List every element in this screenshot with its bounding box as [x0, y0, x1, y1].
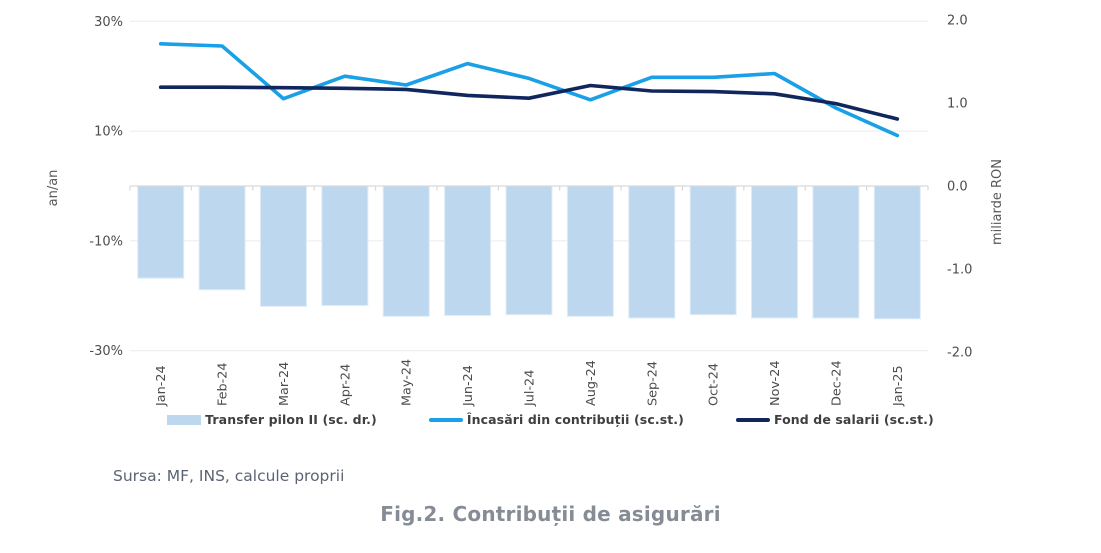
legend-label: Fond de salarii (sc.st.) [773, 412, 934, 427]
bar-transfer-pilon [137, 185, 185, 279]
category-label: Jan-25 [891, 365, 906, 407]
category-label: Feb-24 [216, 362, 231, 406]
right-axis-tick-label: -1.0 [947, 263, 972, 278]
figure-title: Fig.2. Contribuții de asigurări [380, 502, 721, 526]
line-incasari-contributii [158, 41, 900, 138]
bar-transfer-pilon [259, 185, 307, 307]
legend-item: Încasări din contribuții (sc.st.) [428, 412, 684, 427]
bar-transfer-pilon [628, 185, 676, 319]
bar-transfer-pilon [444, 185, 492, 316]
category-label: Jan-24 [154, 365, 169, 407]
right-axis-title: miliarde RON [990, 159, 1005, 245]
line-fond-salarii [158, 83, 900, 121]
category-label: Jul-24 [523, 370, 538, 407]
bar-transfer-pilon [505, 185, 553, 316]
bar-transfer-pilon [198, 185, 246, 291]
bar-transfer-pilon [873, 185, 921, 320]
category-label: Mar-24 [277, 362, 292, 406]
category-label: Jun-24 [461, 365, 476, 407]
bar-transfer-pilon [751, 185, 799, 319]
category-label: Sep-24 [645, 361, 660, 406]
legend-label: Transfer pilon II (sc. dr.) [205, 412, 377, 427]
combo-chart: 30% 10% -10% -30% 2.0 1.0 0.0 -1.0 -2.0 an/an mili… [46, 14, 1005, 408]
bar-transfer-pilon [566, 185, 614, 317]
legend-item: Transfer pilon II (sc. dr.) [167, 412, 377, 427]
bar-transfer-pilon [689, 185, 737, 316]
legend-line-swatch-icon [428, 417, 463, 422]
category-label: May-24 [400, 359, 415, 406]
bar-transfer-pilon [321, 185, 369, 307]
category-label: Dec-24 [829, 360, 844, 406]
chart-legend: Transfer pilon II (sc. dr.) Încasări din … [0, 412, 1101, 427]
legend-item: Fond de salarii (sc.st.) [735, 412, 934, 427]
legend-bar-swatch-icon [167, 414, 202, 425]
left-axis-tick-label: -10% [89, 234, 123, 249]
right-axis-tick-label: 0.0 [947, 180, 968, 195]
category-label: Aug-24 [584, 360, 599, 406]
left-axis-tick-label: 10% [94, 125, 123, 140]
legend-line-swatch-icon [735, 417, 770, 422]
category-label: Apr-24 [338, 364, 353, 406]
category-label: Oct-24 [707, 363, 722, 406]
left-axis-tick-label: 30% [94, 15, 123, 30]
right-axis-tick-label: 2.0 [947, 14, 968, 29]
right-axis-tick-label: 1.0 [947, 97, 968, 112]
category-label: Nov-24 [768, 360, 783, 406]
bar-transfer-pilon [812, 185, 860, 319]
right-axis-tick-label: -2.0 [947, 346, 972, 361]
bar-transfer-pilon [382, 185, 430, 317]
left-axis-tick-label: -30% [89, 344, 123, 359]
left-axis-title: an/an [46, 170, 61, 207]
source-note: Sursa: MF, INS, calcule proprii [113, 467, 345, 485]
legend-label: Încasări din contribuții (sc.st.) [466, 412, 684, 427]
